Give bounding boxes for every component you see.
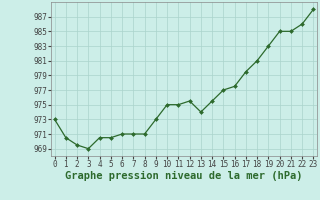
X-axis label: Graphe pression niveau de la mer (hPa): Graphe pression niveau de la mer (hPa) (65, 171, 303, 181)
